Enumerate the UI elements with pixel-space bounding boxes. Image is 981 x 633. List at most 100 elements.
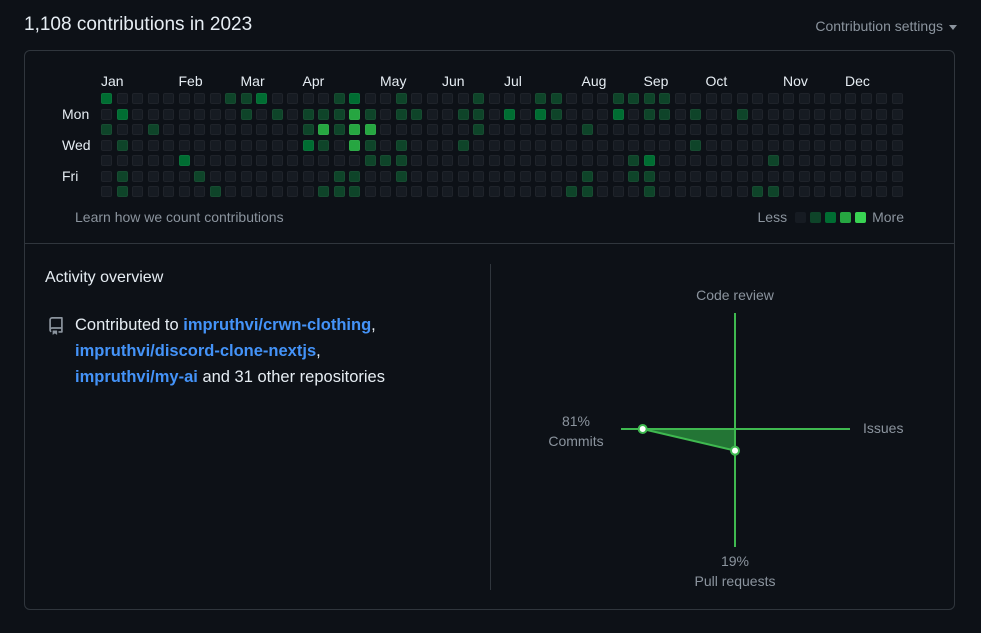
contribution-day[interactable]: [736, 124, 748, 135]
contribution-day[interactable]: [132, 93, 143, 104]
contribution-day[interactable]: [380, 155, 391, 166]
contribution-day[interactable]: [333, 139, 345, 151]
contribution-day[interactable]: [116, 155, 128, 166]
contribution-day[interactable]: [116, 170, 128, 182]
contribution-day[interactable]: [550, 186, 562, 197]
contribution-day[interactable]: [814, 139, 825, 151]
contribution-day[interactable]: [628, 93, 639, 104]
contribution-day[interactable]: [535, 186, 546, 197]
contribution-day[interactable]: [798, 124, 810, 135]
contribution-day[interactable]: [271, 93, 283, 104]
contribution-day[interactable]: [721, 93, 732, 104]
contribution-day[interactable]: [535, 155, 546, 166]
contribution-day[interactable]: [860, 186, 872, 197]
contribution-day[interactable]: [597, 108, 608, 120]
contribution-day[interactable]: [674, 155, 686, 166]
contribution-day[interactable]: [364, 186, 376, 197]
contribution-day[interactable]: [721, 139, 732, 151]
contribution-day[interactable]: [240, 124, 252, 135]
contribution-day[interactable]: [845, 139, 856, 151]
contribution-day[interactable]: [597, 139, 608, 151]
contribution-day[interactable]: [178, 170, 190, 182]
contribution-day[interactable]: [116, 139, 128, 151]
contribution-day[interactable]: [659, 108, 670, 120]
contribution-day[interactable]: [318, 170, 329, 182]
contribution-day[interactable]: [705, 155, 717, 166]
contribution-day[interactable]: [628, 124, 639, 135]
contribution-day[interactable]: [705, 93, 717, 104]
contribution-day[interactable]: [318, 93, 329, 104]
contribution-day[interactable]: [194, 155, 205, 166]
contribution-day[interactable]: [798, 155, 810, 166]
contribution-settings-dropdown[interactable]: Contribution settings: [815, 18, 957, 34]
contribution-day[interactable]: [597, 93, 608, 104]
contribution-day[interactable]: [736, 139, 748, 151]
contribution-day[interactable]: [101, 170, 112, 182]
contribution-day[interactable]: [163, 155, 174, 166]
contribution-day[interactable]: [845, 186, 856, 197]
contribution-day[interactable]: [643, 186, 655, 197]
contribution-day[interactable]: [302, 108, 314, 120]
contribution-day[interactable]: [488, 108, 500, 120]
contribution-day[interactable]: [891, 155, 903, 166]
contribution-day[interactable]: [504, 124, 515, 135]
contribution-day[interactable]: [814, 170, 825, 182]
contribution-day[interactable]: [147, 170, 159, 182]
contribution-day[interactable]: [209, 170, 221, 182]
contribution-day[interactable]: [411, 170, 422, 182]
contribution-day[interactable]: [395, 186, 407, 197]
contribution-day[interactable]: [860, 93, 872, 104]
contribution-day[interactable]: [519, 139, 531, 151]
contribution-day[interactable]: [612, 186, 624, 197]
contribution-day[interactable]: [597, 170, 608, 182]
contribution-day[interactable]: [659, 170, 670, 182]
contribution-day[interactable]: [411, 155, 422, 166]
contribution-day[interactable]: [225, 186, 236, 197]
contribution-day[interactable]: [628, 139, 639, 151]
contribution-day[interactable]: [333, 155, 345, 166]
contribution-day[interactable]: [442, 124, 453, 135]
contribution-day[interactable]: [333, 124, 345, 135]
learn-how-we-count-link[interactable]: Learn how we count contributions: [75, 209, 284, 225]
contribution-day[interactable]: [783, 108, 794, 120]
contribution-day[interactable]: [271, 155, 283, 166]
contribution-day[interactable]: [302, 155, 314, 166]
contribution-day[interactable]: [132, 108, 143, 120]
contribution-day[interactable]: [473, 93, 484, 104]
contribution-day[interactable]: [225, 108, 236, 120]
contribution-day[interactable]: [612, 108, 624, 120]
contribution-day[interactable]: [132, 186, 143, 197]
contribution-day[interactable]: [488, 93, 500, 104]
contribution-day[interactable]: [752, 108, 763, 120]
contribution-day[interactable]: [349, 124, 360, 135]
contribution-day[interactable]: [566, 124, 577, 135]
contribution-day[interactable]: [876, 124, 887, 135]
contribution-day[interactable]: [442, 155, 453, 166]
contribution-day[interactable]: [287, 186, 298, 197]
contribution-day[interactable]: [333, 170, 345, 182]
contribution-day[interactable]: [101, 93, 112, 104]
contribution-day[interactable]: [380, 186, 391, 197]
contribution-day[interactable]: [442, 186, 453, 197]
contribution-day[interactable]: [519, 186, 531, 197]
contribution-day[interactable]: [550, 139, 562, 151]
contribution-day[interactable]: [845, 124, 856, 135]
contribution-day[interactable]: [860, 170, 872, 182]
contribution-day[interactable]: [287, 155, 298, 166]
contribution-day[interactable]: [736, 108, 748, 120]
contribution-day[interactable]: [287, 139, 298, 151]
contribution-day[interactable]: [163, 139, 174, 151]
contribution-day[interactable]: [581, 108, 593, 120]
contribution-day[interactable]: [411, 139, 422, 151]
contribution-day[interactable]: [333, 93, 345, 104]
contribution-day[interactable]: [488, 124, 500, 135]
contribution-day[interactable]: [829, 139, 841, 151]
contribution-day[interactable]: [457, 139, 469, 151]
contribution-day[interactable]: [457, 108, 469, 120]
contribution-day[interactable]: [178, 186, 190, 197]
contribution-day[interactable]: [287, 124, 298, 135]
contribution-day[interactable]: [628, 170, 639, 182]
contribution-day[interactable]: [473, 155, 484, 166]
contribution-day[interactable]: [829, 108, 841, 120]
contribution-day[interactable]: [690, 124, 701, 135]
